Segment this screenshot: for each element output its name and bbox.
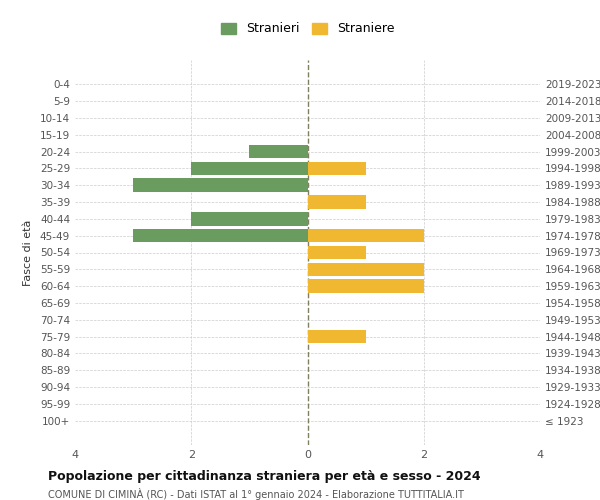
Bar (133, 178, 308, 192)
Bar (308, 229, 424, 242)
Bar (308, 196, 365, 209)
Legend: Stranieri, Straniere: Stranieri, Straniere (215, 16, 401, 42)
Bar (308, 280, 424, 293)
Text: COMUNE DI CIMINÀ (RC) - Dati ISTAT al 1° gennaio 2024 - Elaborazione TUTTITALIA.: COMUNE DI CIMINÀ (RC) - Dati ISTAT al 1°… (48, 488, 464, 500)
Bar (191, 162, 308, 175)
Text: Popolazione per cittadinanza straniera per età e sesso - 2024: Popolazione per cittadinanza straniera p… (48, 470, 481, 483)
Bar (308, 246, 365, 259)
Bar (250, 145, 308, 158)
Bar (191, 212, 308, 226)
Bar (308, 330, 365, 344)
Bar (308, 262, 424, 276)
Y-axis label: Fasce di età: Fasce di età (23, 220, 33, 286)
Bar (133, 229, 308, 242)
Bar (308, 162, 365, 175)
